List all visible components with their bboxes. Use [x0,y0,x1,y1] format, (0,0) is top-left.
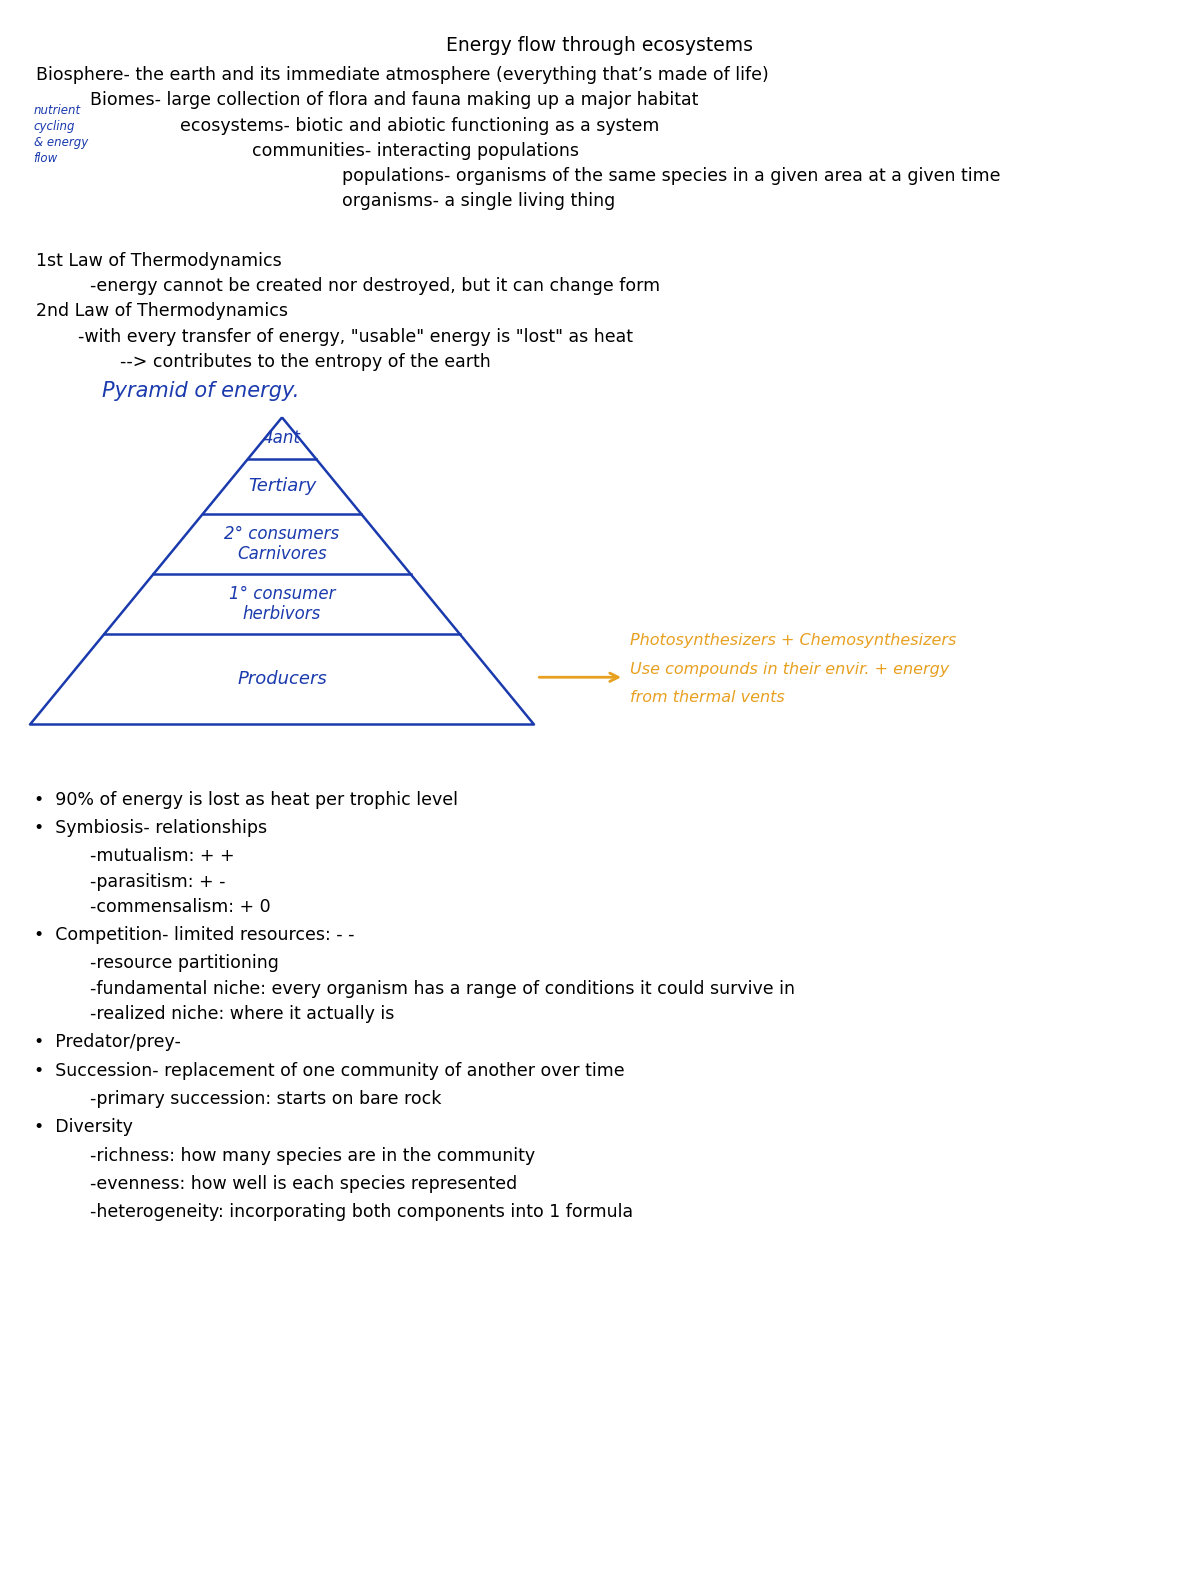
Text: •  Succession- replacement of one community of another over time: • Succession- replacement of one communi… [34,1062,624,1079]
Text: Pyramid of energy.: Pyramid of energy. [102,381,299,402]
Text: -primary succession: starts on bare rock: -primary succession: starts on bare rock [90,1090,442,1107]
Text: -realized niche: where it actually is: -realized niche: where it actually is [90,1005,395,1022]
Text: nutrient
cycling
& energy
flow: nutrient cycling & energy flow [34,104,88,165]
Text: organisms- a single living thing: organisms- a single living thing [342,192,616,209]
Text: Biomes- large collection of flora and fauna making up a major habitat: Biomes- large collection of flora and fa… [90,91,698,109]
Text: •  Symbiosis- relationships: • Symbiosis- relationships [34,819,266,836]
Text: •  Diversity: • Diversity [34,1118,132,1136]
Text: Energy flow through ecosystems: Energy flow through ecosystems [446,36,754,55]
Text: ecosystems- biotic and abiotic functioning as a system: ecosystems- biotic and abiotic functioni… [180,117,659,134]
Text: Biosphere- the earth and its immediate atmosphere (everything that’s made of lif: Biosphere- the earth and its immediate a… [36,66,769,83]
Text: from thermal vents: from thermal vents [630,690,785,706]
Text: •  90% of energy is lost as heat per trophic level: • 90% of energy is lost as heat per trop… [34,791,457,808]
Text: -energy cannot be created nor destroyed, but it can change form: -energy cannot be created nor destroyed,… [90,277,660,295]
Text: -parasitism: + -: -parasitism: + - [90,873,226,890]
Text: Photosynthesizers + Chemosynthesizers: Photosynthesizers + Chemosynthesizers [630,633,956,649]
Text: 4ant: 4ant [263,428,301,447]
Text: •  Predator/prey-: • Predator/prey- [34,1033,180,1051]
Text: 2° consumers
Carnivores: 2° consumers Carnivores [224,524,340,564]
Text: Use compounds in their envir. + energy: Use compounds in their envir. + energy [630,662,949,677]
Text: communities- interacting populations: communities- interacting populations [252,142,580,159]
Text: -commensalism: + 0: -commensalism: + 0 [90,898,271,915]
Text: --> contributes to the entropy of the earth: --> contributes to the entropy of the ea… [120,353,491,370]
Text: Producers: Producers [238,671,326,688]
Text: 1° consumer
herbivors: 1° consumer herbivors [229,584,335,624]
Text: Tertiary: Tertiary [248,477,316,496]
Text: -with every transfer of energy, "usable" energy is "lost" as heat: -with every transfer of energy, "usable"… [78,328,634,345]
Text: -heterogeneity: incorporating both components into 1 formula: -heterogeneity: incorporating both compo… [90,1203,634,1221]
Text: -richness: how many species are in the community: -richness: how many species are in the c… [90,1147,535,1164]
Text: -fundamental niche: every organism has a range of conditions it could survive in: -fundamental niche: every organism has a… [90,980,796,997]
Text: -resource partitioning: -resource partitioning [90,954,278,972]
Text: populations- organisms of the same species in a given area at a given time: populations- organisms of the same speci… [342,167,1001,184]
Text: 1st Law of Thermodynamics: 1st Law of Thermodynamics [36,252,282,269]
Text: •  Competition- limited resources: - -: • Competition- limited resources: - - [34,926,354,943]
Text: 2nd Law of Thermodynamics: 2nd Law of Thermodynamics [36,302,288,320]
Text: -mutualism: + +: -mutualism: + + [90,847,235,865]
Text: -evenness: how well is each species represented: -evenness: how well is each species repr… [90,1175,517,1192]
